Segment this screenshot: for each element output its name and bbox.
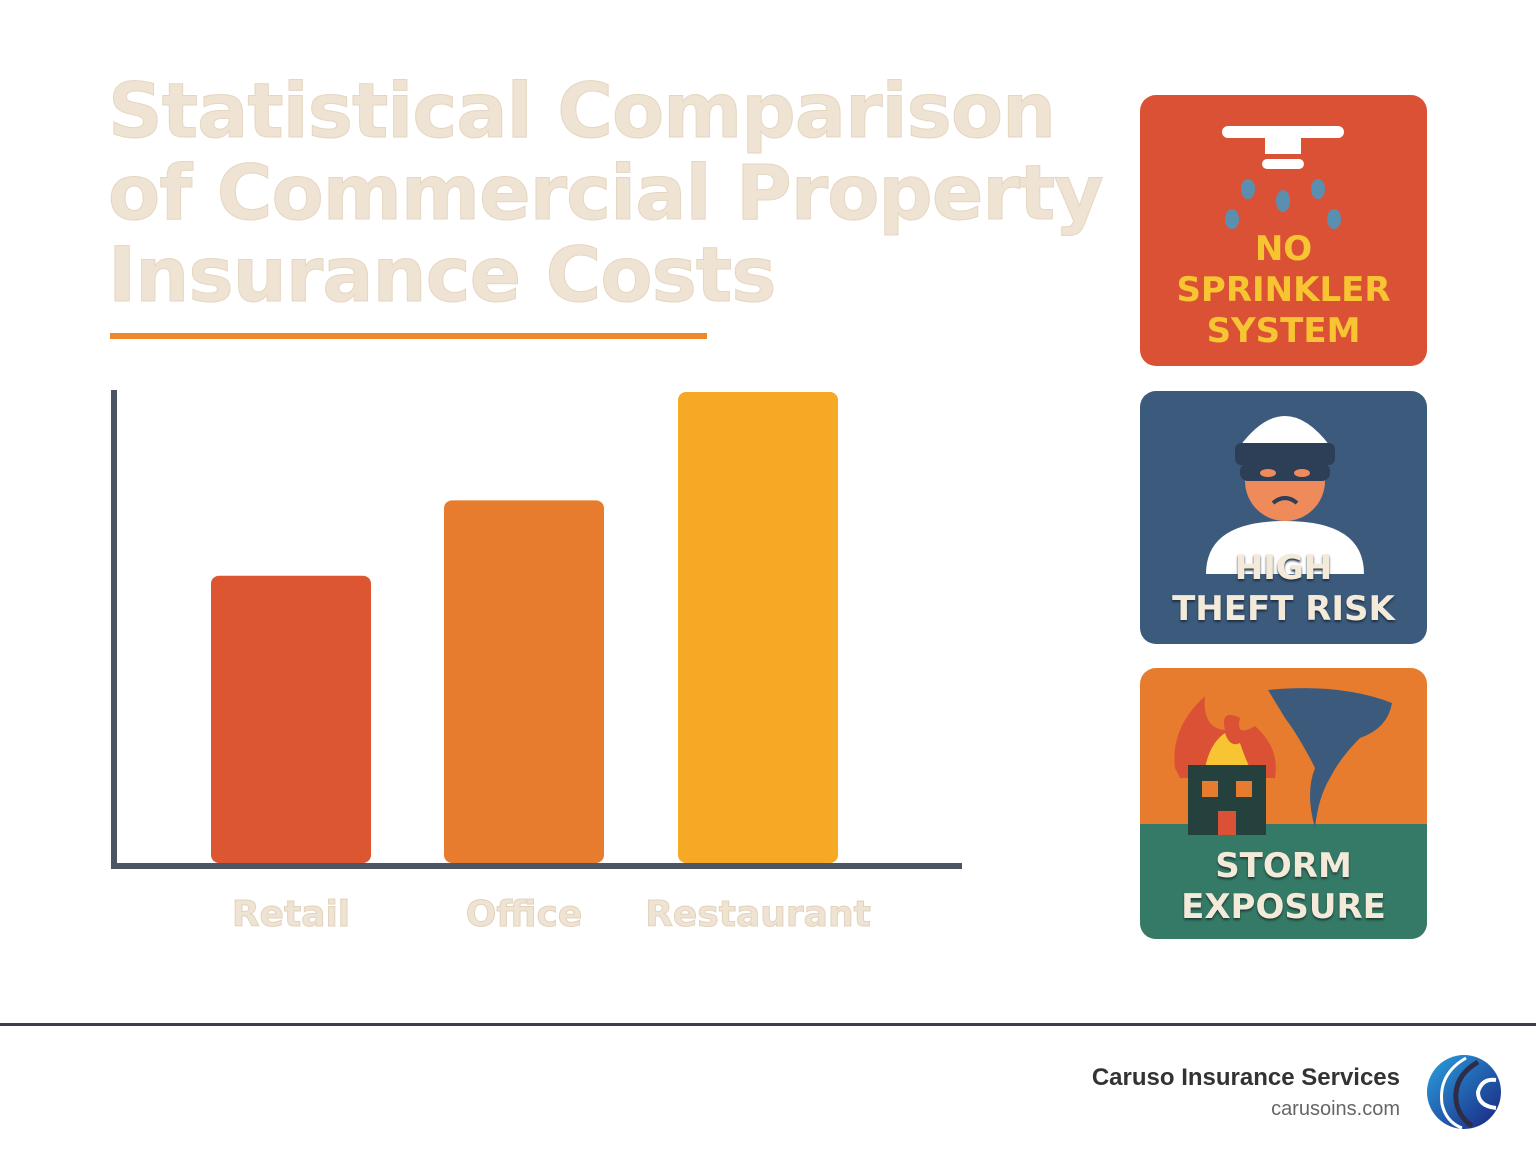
ground	[1140, 824, 1427, 939]
risk-card-high-theft: HIGH THEFT RISK	[1140, 391, 1427, 644]
footer-divider	[0, 1023, 1536, 1026]
risk-card-no-sprinkler: NO SPRINKLER SYSTEM	[1140, 95, 1427, 366]
x-tick-label-retail: Retail	[232, 894, 350, 935]
card-line: HIGH	[1234, 548, 1333, 588]
card-line: NO	[1254, 229, 1313, 269]
caruso-logo-icon	[1427, 1055, 1501, 1130]
title-underline	[110, 333, 707, 339]
x-tick-label-restaurant: Restaurant	[645, 894, 871, 935]
bar-restaurant	[678, 392, 838, 863]
card-line: STORM	[1215, 846, 1352, 886]
card-line: THEFT RISK	[1172, 589, 1395, 629]
company-name: Caruso Insurance Services	[1091, 1064, 1400, 1091]
risk-card-storm-exposure: STORM EXPOSURE	[1140, 668, 1427, 939]
burglar-icon	[1206, 416, 1364, 574]
sprinkler-icon	[1222, 126, 1344, 229]
card-line: SYSTEM	[1206, 311, 1361, 351]
page-title: Statistical Comparison of Commercial Pro…	[108, 66, 1105, 319]
company-url[interactable]: carusoins.com	[1271, 1098, 1400, 1120]
bar-chart: Retail Office Restaurant	[111, 390, 962, 936]
card-line: SPRINKLER	[1176, 270, 1391, 310]
x-tick-label-office: Office	[466, 894, 583, 935]
bar-office	[444, 500, 604, 863]
bar-retail	[211, 575, 371, 863]
burning-building-tornado-icon	[1174, 688, 1392, 835]
card-line: EXPOSURE	[1181, 887, 1386, 927]
